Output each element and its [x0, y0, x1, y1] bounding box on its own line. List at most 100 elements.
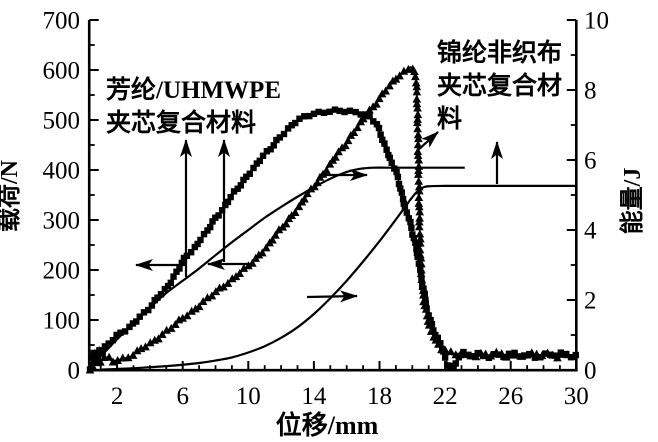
triangle-marker: [290, 208, 300, 217]
square-marker: [386, 154, 393, 162]
square-marker: [173, 268, 180, 275]
square-marker: [176, 265, 183, 272]
square-marker: [399, 195, 407, 203]
square-marker: [375, 124, 383, 132]
triangle-marker: [416, 253, 426, 262]
square-marker: [280, 130, 288, 138]
square-marker: [117, 329, 124, 336]
triangle-marker: [413, 150, 423, 159]
triangle-marker: [178, 313, 187, 322]
triangle-marker: [558, 349, 567, 358]
yleft-tick-label: 700: [43, 8, 81, 35]
square-marker: [170, 273, 177, 280]
triangle-marker: [466, 351, 476, 360]
yleft-tick-label: 0: [68, 358, 81, 385]
square-marker: [227, 193, 234, 201]
triangle-marker: [424, 320, 434, 329]
square-marker: [408, 224, 415, 232]
triangle-marker: [417, 275, 427, 284]
square-marker: [412, 239, 419, 246]
square-marker: [234, 185, 241, 192]
triangle-marker: [223, 278, 233, 287]
square-marker: [531, 354, 539, 361]
triangle-marker: [416, 269, 426, 278]
triangle-marker: [227, 274, 237, 283]
triangle-marker: [413, 169, 423, 178]
triangle-marker: [417, 259, 426, 268]
square-marker: [263, 147, 271, 155]
square-marker: [270, 142, 277, 149]
square-marker: [373, 121, 381, 128]
annotation-arrows: [135, 131, 503, 303]
square-marker: [197, 236, 204, 244]
square-marker: [557, 349, 565, 356]
triangle-marker: [415, 245, 425, 254]
square-marker: [109, 336, 117, 344]
x-tick-label: 22: [433, 383, 458, 410]
series-1-load-curve: [86, 106, 579, 373]
triangle-marker: [413, 124, 422, 133]
triangle-marker: [414, 222, 424, 231]
square-marker: [204, 227, 211, 234]
square-marker: [398, 189, 406, 196]
square-marker: [381, 140, 388, 147]
yleft-tick-label: 300: [43, 208, 81, 235]
triangle-marker: [235, 268, 244, 277]
square-marker: [99, 349, 106, 356]
square-marker: [157, 291, 165, 298]
square-marker: [341, 108, 348, 116]
aramid-label-line1: 芳纶/UHMWPE: [106, 75, 281, 104]
triangle-marker: [460, 349, 470, 358]
y-axis-title-right: 能量/J: [618, 168, 646, 235]
x-axis-title: 位移/mm: [276, 410, 379, 440]
triangle-marker: [413, 103, 422, 112]
square-marker: [352, 108, 359, 116]
triangle-marker: [415, 229, 425, 238]
triangle-marker: [141, 342, 150, 351]
triangle-marker: [414, 202, 424, 211]
square-marker: [243, 173, 250, 180]
triangle-marker: [281, 219, 291, 228]
nylon-label-line1: 锦纶非织布: [437, 38, 562, 67]
nylon-label-line2: 夹芯复合材: [437, 71, 562, 100]
square-marker: [413, 245, 420, 253]
square-marker: [284, 125, 292, 132]
triangle-marker: [145, 338, 155, 347]
triangle-marker: [411, 78, 421, 87]
square-marker: [224, 198, 232, 206]
triangle-marker: [421, 304, 431, 313]
square-marker: [207, 223, 214, 231]
energy-curve-path: [89, 166, 465, 371]
nylon-label-arrow-diagonal: [417, 131, 439, 151]
square-marker: [89, 354, 96, 362]
square-marker: [460, 348, 467, 356]
square-marker: [395, 180, 403, 188]
square-marker: [383, 146, 390, 153]
triangle-marker: [128, 350, 138, 359]
square-marker: [428, 320, 436, 328]
triangle-marker: [322, 165, 331, 174]
triangle-marker: [418, 286, 428, 295]
square-marker: [250, 164, 257, 172]
triangle-marker: [413, 130, 423, 139]
yleft-tick-label: 600: [43, 58, 81, 85]
y-axis-title-left: 载荷/N: [0, 159, 23, 232]
yleft-tick-label: 200: [43, 258, 81, 285]
triangle-marker: [157, 329, 167, 338]
yright-tick-label: 2: [584, 288, 597, 315]
square-marker: [101, 343, 109, 350]
triangle-marker: [441, 346, 450, 355]
triangle-marker: [372, 99, 381, 108]
aramid-label-line2: 夹芯复合材料: [106, 108, 256, 137]
triangle-marker: [512, 350, 521, 359]
triangle-marker: [414, 217, 424, 226]
square-marker: [273, 136, 280, 144]
square-marker: [292, 119, 299, 127]
square-marker: [113, 331, 120, 339]
x-tick-label: 2: [111, 383, 124, 410]
triangle-marker: [502, 352, 511, 361]
triangle-marker: [414, 198, 424, 207]
triangle-marker: [522, 350, 532, 359]
triangle-marker: [343, 136, 353, 145]
